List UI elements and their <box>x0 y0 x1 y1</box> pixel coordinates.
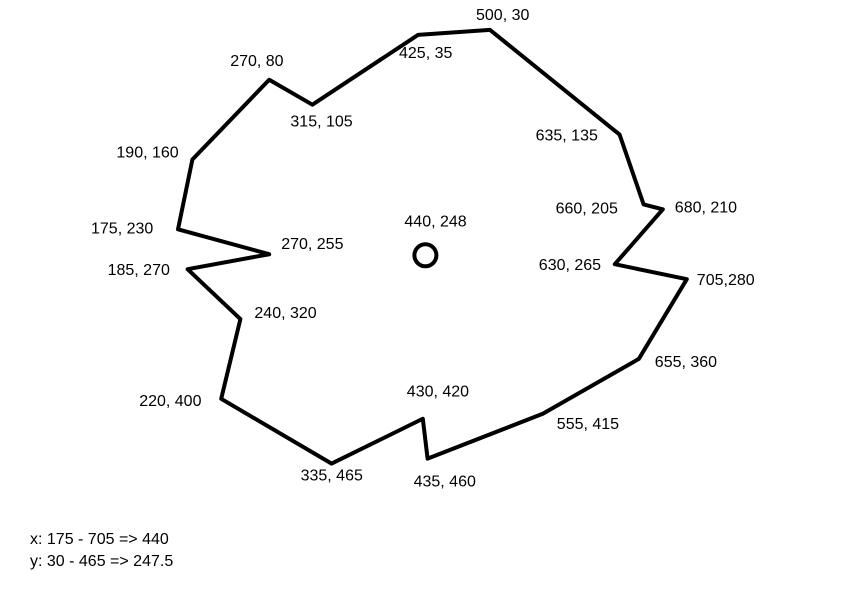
x-range-note: x: 175 - 705 => 440 <box>30 531 169 548</box>
vertex-label: 270, 255 <box>281 236 343 253</box>
vertex-label: 175, 230 <box>91 220 153 237</box>
vertex-label: 430, 420 <box>407 384 469 401</box>
vertex-label: 680, 210 <box>675 199 737 216</box>
vertex-label: 555, 415 <box>557 416 619 433</box>
vertex-label: 435, 460 <box>414 474 476 491</box>
vertex-label: 185, 270 <box>108 262 170 279</box>
vertex-label: 270, 80 <box>230 53 283 70</box>
vertex-label: 190, 160 <box>116 145 178 162</box>
vertex-label: 705,280 <box>697 272 755 289</box>
center-marker <box>412 242 439 269</box>
y-range-note: y: 30 - 465 => 247.5 <box>30 553 174 570</box>
center-label: 440, 248 <box>404 213 466 230</box>
vertex-label: 240, 320 <box>254 305 316 322</box>
polygon-outline <box>176 27 689 466</box>
vertex-label: 630, 265 <box>539 257 601 274</box>
vertex-label: 660, 205 <box>556 200 618 217</box>
vertex-label: 315, 105 <box>290 114 352 131</box>
vertex-label: 655, 360 <box>655 354 717 371</box>
vertex-label: 635, 135 <box>536 128 598 145</box>
vertex-label: 500, 30 <box>476 7 529 24</box>
vertex-label: 220, 400 <box>139 393 201 410</box>
vertex-label: 335, 465 <box>301 468 363 485</box>
vertex-label: 425, 35 <box>399 45 452 62</box>
